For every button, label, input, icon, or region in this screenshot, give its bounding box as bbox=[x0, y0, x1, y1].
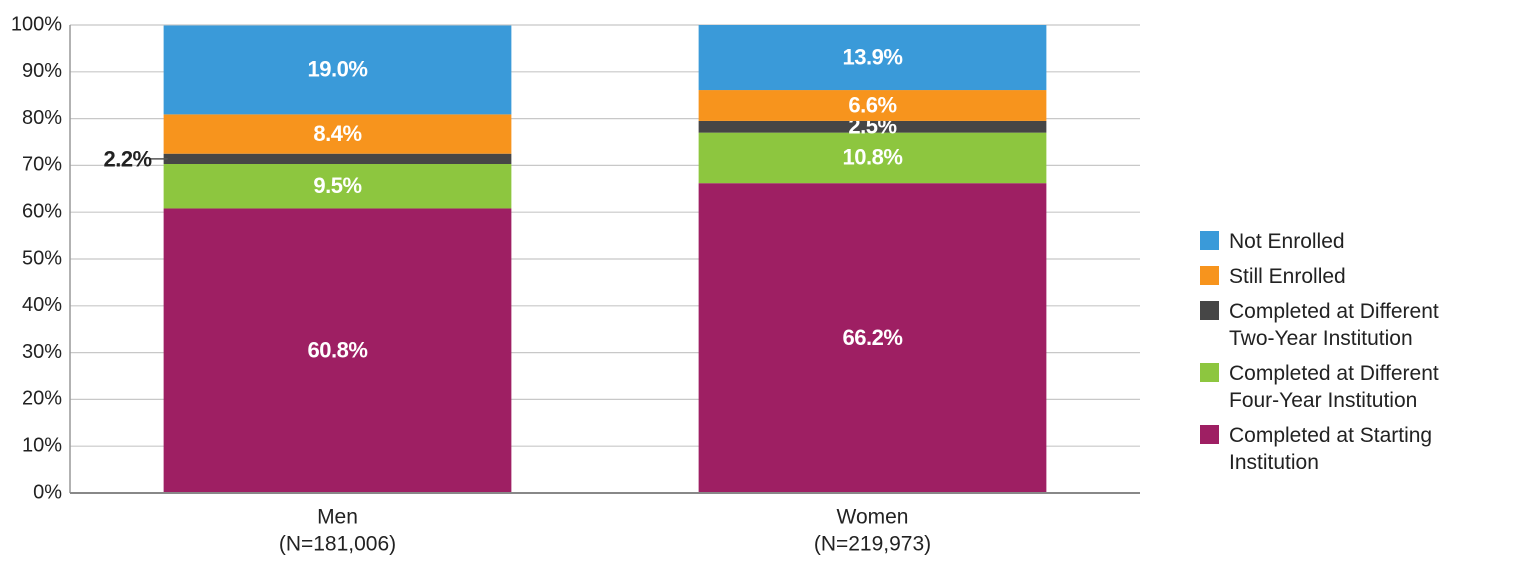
legend-label: Not Enrolled bbox=[1229, 230, 1345, 253]
legend-item: Completed at Starting Institution bbox=[1200, 422, 1490, 476]
legend-label: Still Enrolled bbox=[1229, 265, 1346, 288]
x-tick-sublabel: (N=181,006) bbox=[279, 533, 396, 556]
data-label: 60.8% bbox=[308, 338, 368, 363]
y-tick-label: 70% bbox=[22, 154, 62, 176]
legend-label: Completed at Different Two-Year Institut… bbox=[1229, 300, 1439, 350]
y-tick-label: 20% bbox=[22, 388, 62, 410]
y-tick-label: 90% bbox=[22, 60, 62, 82]
data-label: 8.4% bbox=[313, 121, 361, 146]
x-tick-sublabel: (N=219,973) bbox=[814, 533, 931, 556]
data-label: 66.2% bbox=[843, 325, 903, 350]
legend-item: Completed at Different Four-Year Institu… bbox=[1200, 360, 1490, 414]
bar-segment bbox=[163, 208, 512, 493]
data-label: 2.2% bbox=[103, 147, 151, 172]
data-label: 19.0% bbox=[308, 57, 368, 82]
y-tick-label: 40% bbox=[22, 294, 62, 316]
legend-swatch bbox=[1200, 266, 1219, 285]
bar-segment bbox=[698, 183, 1047, 493]
legend-swatch bbox=[1200, 231, 1219, 250]
bar-segment bbox=[163, 163, 512, 209]
bar-segment bbox=[698, 132, 1047, 184]
data-label: 13.9% bbox=[843, 44, 903, 69]
bar-segment bbox=[698, 25, 1047, 91]
legend-item: Completed at Different Two-Year Institut… bbox=[1200, 298, 1490, 352]
data-label: 6.6% bbox=[848, 92, 896, 117]
y-tick-label: 30% bbox=[22, 341, 62, 363]
y-tick-label: 10% bbox=[22, 434, 62, 456]
legend-swatch bbox=[1200, 301, 1219, 320]
legend-item: Not Enrolled bbox=[1200, 228, 1490, 255]
legend-label: Completed at Starting Institution bbox=[1229, 424, 1433, 474]
y-tick-label: 80% bbox=[22, 107, 62, 129]
data-label: 10.8% bbox=[843, 145, 903, 170]
data-label: 9.5% bbox=[313, 173, 361, 198]
y-tick-label: 0% bbox=[33, 481, 62, 503]
bar-segment bbox=[163, 153, 512, 164]
y-tick-label: 100% bbox=[11, 13, 62, 35]
legend-item: Still Enrolled bbox=[1200, 263, 1490, 290]
bar-segment bbox=[698, 120, 1047, 133]
x-tick-label: Women bbox=[837, 506, 909, 529]
legend-swatch bbox=[1200, 425, 1219, 444]
x-tick-label: Men bbox=[317, 506, 358, 529]
legend-swatch bbox=[1200, 363, 1219, 382]
y-tick-label: 60% bbox=[22, 200, 62, 222]
legend: Not Enrolled Still Enrolled Completed at D… bbox=[1200, 228, 1490, 484]
legend-label: Completed at Different Four-Year Institu… bbox=[1229, 362, 1439, 412]
bar-segment bbox=[698, 90, 1047, 121]
bar-segment bbox=[163, 114, 512, 154]
bar-segment bbox=[163, 25, 512, 115]
y-tick-label: 50% bbox=[22, 247, 62, 269]
